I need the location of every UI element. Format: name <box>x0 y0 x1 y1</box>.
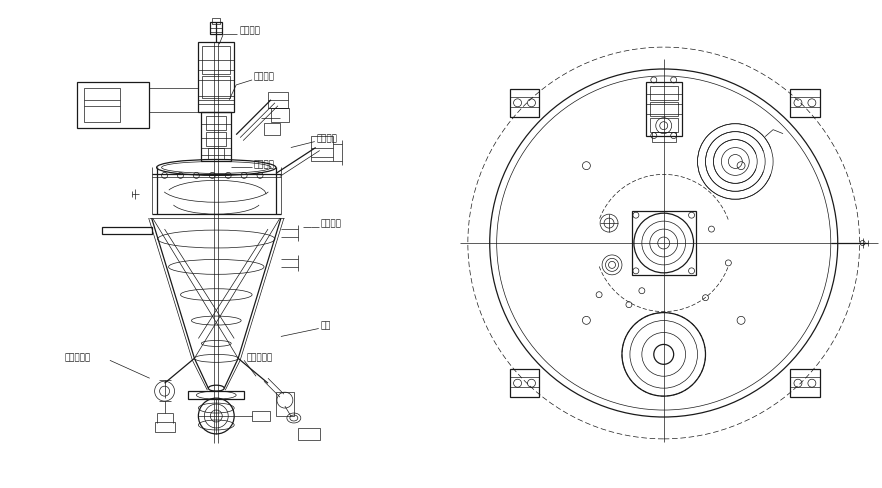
Bar <box>208 148 224 160</box>
Bar <box>650 87 677 101</box>
Bar <box>632 212 696 275</box>
Bar <box>213 19 220 25</box>
Bar <box>210 23 222 35</box>
Bar <box>77 83 149 128</box>
Bar <box>310 136 333 162</box>
Text: 传动结构: 传动结构 <box>254 72 275 81</box>
Bar <box>510 369 540 397</box>
Bar <box>510 90 540 118</box>
Bar <box>201 113 231 162</box>
Bar <box>84 89 120 122</box>
Text: 真空反吹: 真空反吹 <box>317 134 338 143</box>
Bar <box>650 119 677 132</box>
Text: 气锤: 气锤 <box>321 321 331 329</box>
Text: 料温变送器: 料温变送器 <box>64 352 90 361</box>
Bar <box>154 422 175 432</box>
Bar <box>276 392 294 416</box>
Bar <box>650 102 677 117</box>
Text: 旋转接头: 旋转接头 <box>239 27 260 36</box>
Bar <box>202 47 230 75</box>
Bar <box>268 93 288 108</box>
Bar <box>189 391 244 399</box>
Bar <box>790 90 820 118</box>
Bar <box>252 411 270 421</box>
Bar <box>271 108 289 122</box>
Bar <box>198 43 235 113</box>
Bar <box>264 123 280 135</box>
Bar <box>202 77 230 99</box>
Text: 机械密封: 机械密封 <box>254 160 275 169</box>
Bar <box>790 369 820 397</box>
Bar <box>298 428 319 440</box>
Bar <box>652 132 676 142</box>
Bar <box>102 227 152 235</box>
Text: 真空取样器: 真空取样器 <box>246 352 273 361</box>
Bar <box>206 132 226 146</box>
Text: 混合搅拌: 混合搅拌 <box>321 219 341 228</box>
Bar <box>206 117 226 130</box>
Bar <box>646 83 682 136</box>
